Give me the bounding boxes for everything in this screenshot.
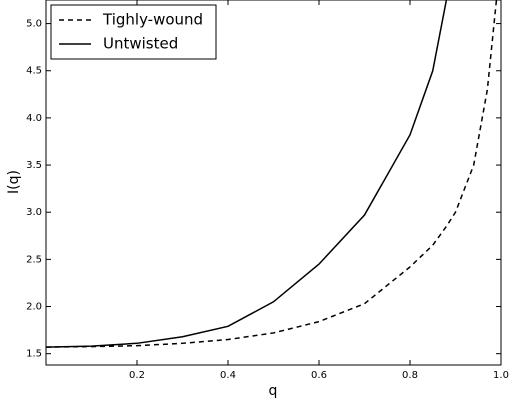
x-tick-label: 0.4 <box>220 370 236 381</box>
y-tick-label: 4.0 <box>26 113 42 124</box>
y-tick-label: 1.5 <box>26 349 42 360</box>
y-tick-label: 3.5 <box>26 160 42 171</box>
x-tick-label: 0.8 <box>402 370 418 381</box>
y-axis-label: I(q) <box>6 170 22 194</box>
series-line <box>46 0 498 348</box>
x-axis-label: q <box>269 383 278 399</box>
y-tick-label: 5.0 <box>26 19 42 30</box>
legend-label: Untwisted <box>103 35 178 53</box>
y-tick-label: 2.5 <box>26 254 42 265</box>
legend-box <box>50 4 217 60</box>
x-tick-label: 1.0 <box>493 370 509 381</box>
x-tick-label: 0.6 <box>311 370 327 381</box>
y-tick-label: 3.0 <box>26 207 42 218</box>
series-line <box>46 0 448 348</box>
y-tick-label: 4.5 <box>26 66 42 77</box>
plot-area <box>46 0 498 348</box>
legend-label: Tighly-wound <box>102 11 203 29</box>
x-tick-label: 0.2 <box>129 370 145 381</box>
plot-frame <box>45 0 502 366</box>
y-tick-label: 2.0 <box>26 302 42 313</box>
